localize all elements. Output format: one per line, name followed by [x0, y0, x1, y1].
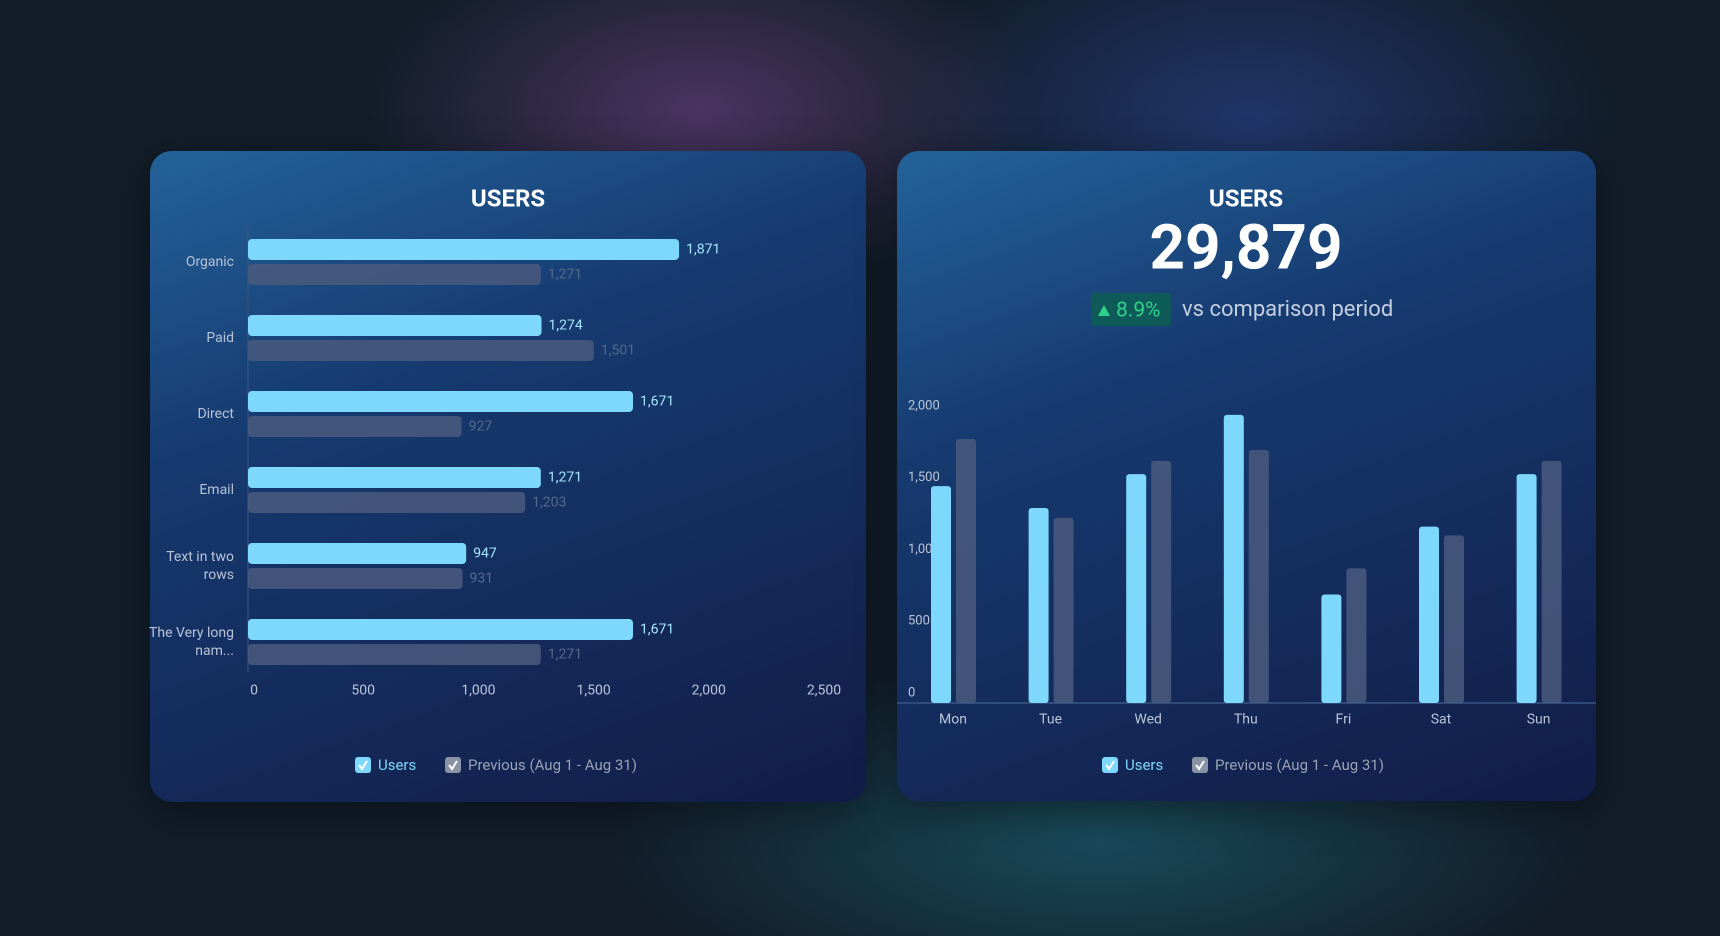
legend-checkbox[interactable] [1102, 757, 1118, 773]
value-label: 931 [470, 571, 494, 587]
bar[interactable] [248, 543, 467, 564]
up-arrow [1098, 305, 1110, 316]
bar[interactable] [1248, 450, 1269, 703]
value-label: 1,203 [532, 495, 566, 511]
x-tick-label: Sun [1527, 712, 1551, 728]
bar[interactable] [248, 416, 462, 437]
bar[interactable] [1346, 568, 1367, 703]
change-badge [1091, 293, 1171, 326]
bar[interactable] [1223, 414, 1244, 703]
legend-label[interactable]: Previous (Aug 1 - Aug 31) [468, 756, 637, 774]
x-tick-label: Mon [939, 712, 967, 728]
category-label: Email [199, 482, 234, 498]
bar[interactable] [1126, 474, 1147, 703]
x-tick-label: 2,000 [692, 683, 726, 699]
value-label: 1,671 [640, 394, 674, 410]
bar[interactable] [248, 239, 680, 260]
value-label: 1,271 [548, 647, 582, 663]
value-label: 1,271 [548, 267, 582, 283]
legend-checkbox[interactable] [1192, 757, 1208, 773]
legend-label[interactable]: Users [378, 756, 416, 774]
bar[interactable] [1444, 535, 1464, 703]
check-icon [358, 760, 368, 771]
bar[interactable] [248, 467, 541, 488]
bar[interactable] [1151, 460, 1172, 703]
bar[interactable] [1541, 460, 1562, 703]
change-text: vs comparison period [1182, 297, 1393, 322]
value-label: 1,871 [686, 242, 720, 258]
check-icon [1195, 760, 1205, 771]
category-label: Text in two rows [166, 549, 234, 583]
x-tick-label: Sat [1431, 712, 1452, 728]
check-icon [1105, 760, 1115, 771]
category-label: Paid [206, 330, 234, 346]
x-tick-label: 1,500 [576, 683, 610, 699]
bar[interactable] [248, 340, 594, 361]
bar[interactable] [248, 391, 633, 412]
value-label: 1,274 [549, 318, 583, 334]
value-label: 1,501 [601, 343, 635, 359]
bar[interactable] [956, 438, 976, 703]
bar[interactable] [931, 486, 951, 703]
y-tick-label: 2,000 [908, 398, 940, 413]
category-label: Organic [185, 254, 234, 270]
value-label: 927 [469, 419, 493, 435]
kpi-value: 29,879 [1149, 211, 1342, 284]
value-label: 1,671 [640, 622, 674, 638]
x-tick-label: 2,500 [807, 683, 841, 699]
change-value: 8.9% [1116, 299, 1161, 323]
check-icon [448, 760, 458, 771]
bar[interactable] [248, 619, 633, 640]
chart-title: USERS [1209, 184, 1283, 212]
value-label: 1,271 [548, 470, 582, 486]
x-tick-label: 500 [351, 683, 375, 699]
x-tick-label: Wed [1134, 712, 1162, 728]
bar[interactable] [1053, 517, 1074, 703]
bar[interactable] [1516, 474, 1537, 703]
x-tick-label: Thu [1234, 712, 1258, 728]
bar[interactable] [248, 264, 541, 285]
bar[interactable] [1419, 526, 1439, 703]
card [897, 151, 1596, 801]
value-label: 947 [473, 546, 497, 562]
category-label: The Very long nam... [149, 625, 234, 659]
bar[interactable] [1321, 594, 1342, 703]
bar[interactable] [248, 568, 463, 589]
legend-checkbox[interactable] [445, 757, 461, 773]
x-tick-label: Tue [1039, 712, 1062, 728]
bar[interactable] [248, 644, 541, 665]
x-tick-label: 0 [250, 683, 258, 699]
y-tick-label: 500 [908, 614, 930, 629]
bar[interactable] [248, 492, 526, 513]
bar[interactable] [1028, 507, 1049, 703]
category-label: Direct [197, 406, 234, 422]
y-tick-label: 1,500 [908, 470, 940, 485]
x-tick-label: Fri [1336, 712, 1352, 728]
bar[interactable] [248, 315, 542, 336]
legend-checkbox[interactable] [355, 757, 371, 773]
y-tick-label: 0 [908, 685, 915, 700]
legend-label[interactable]: Users [1125, 756, 1163, 774]
chart-title: USERS [471, 184, 545, 212]
x-tick-label: 1,000 [461, 683, 495, 699]
legend-label[interactable]: Previous (Aug 1 - Aug 31) [1215, 756, 1384, 774]
